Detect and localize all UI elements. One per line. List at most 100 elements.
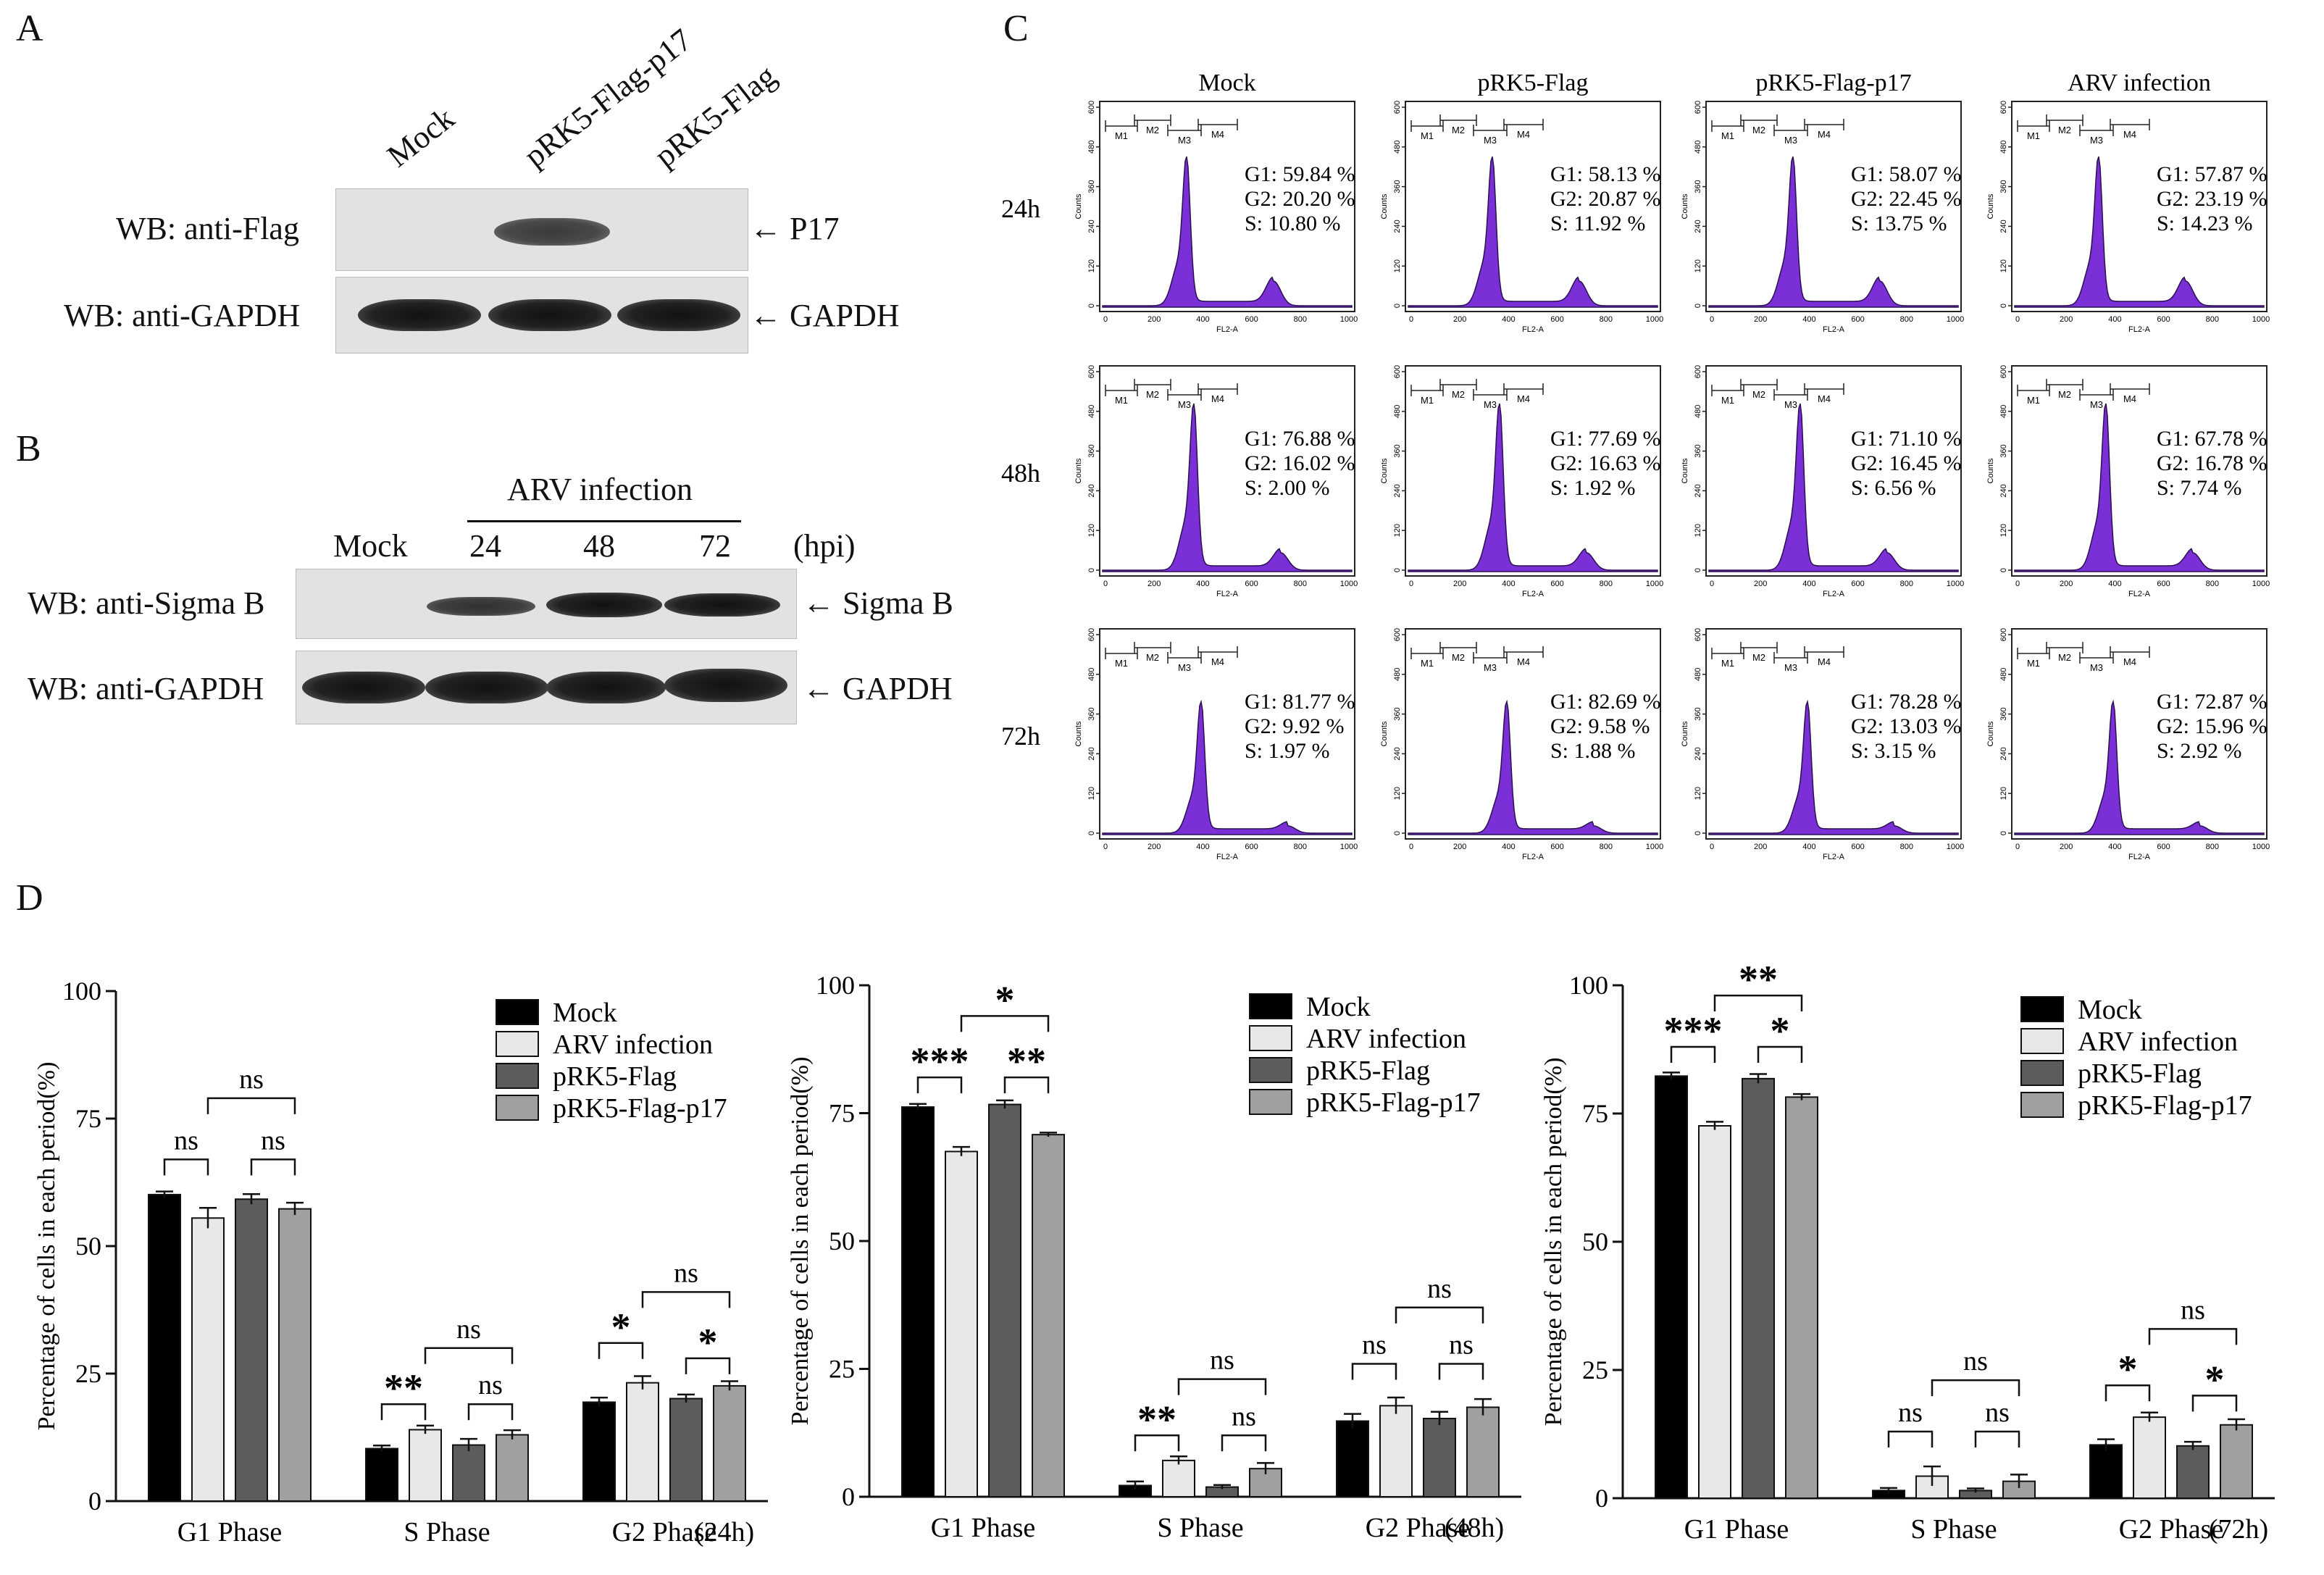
flow-histogram: 0 120 240 360 480 600 Counts 0 200 400 600 800 1000 F… — [1074, 101, 1358, 334]
histogram-y-tick-label: 600 — [1087, 628, 1096, 641]
wb-label-anti-sigma-b: WB: anti-Sigma B — [28, 585, 265, 621]
gate-marker — [1711, 120, 1744, 132]
y-tick-label: 75 — [1582, 1099, 1608, 1128]
significance-label: ns — [478, 1370, 503, 1400]
histogram-x-tick-label: 600 — [1245, 315, 1258, 324]
histogram-y-tick-label: 0 — [1393, 304, 1402, 308]
significance-label: *** — [1664, 1009, 1723, 1053]
histogram-y-tick-label: 600 — [1999, 365, 2008, 378]
gate-label: M4 — [2123, 656, 2136, 667]
histogram-x-tick-label: 600 — [2157, 315, 2170, 324]
error-bar — [286, 1201, 304, 1216]
gate-marker — [1197, 646, 1238, 658]
significance-bracket — [467, 1403, 514, 1421]
histogram-trace — [1102, 156, 1353, 308]
significance-label: ns — [674, 1258, 698, 1288]
histogram-stat: G2: 22.45 % — [1851, 187, 1962, 211]
significance-label: * — [698, 1321, 718, 1364]
significance-bracket — [1887, 1430, 1934, 1447]
gate-label: M3 — [1178, 399, 1191, 410]
histogram-y-tick-label: 0 — [1393, 568, 1402, 572]
gate-marker — [1473, 652, 1508, 664]
histogram-stat: G1: 81.77 % — [1245, 690, 1355, 714]
histogram-y-tick-label: 480 — [1694, 668, 1702, 681]
gate-marker — [1503, 383, 1544, 395]
histogram-x-tick-label: 1000 — [1340, 580, 1358, 588]
bar — [988, 1103, 1021, 1498]
gate-marker — [2046, 114, 2083, 126]
flow-histogram: 0 120 240 360 480 600 Counts 0 200 400 600 800 1000 F… — [1074, 365, 1358, 598]
error-bar — [1170, 1455, 1187, 1465]
histogram-stat: G2: 9.58 % — [1550, 714, 1650, 738]
significance-bracket — [1003, 1076, 1050, 1094]
histogram-x-tick-label: 800 — [2206, 315, 2219, 324]
histogram-stat: S: 1.88 % — [1550, 739, 1636, 763]
histogram-frame — [2011, 101, 2267, 312]
gate-label: M2 — [1752, 125, 1765, 135]
histogram-stat: S: 1.97 % — [1245, 739, 1330, 763]
y-tick-label: 25 — [1582, 1355, 1608, 1384]
significance-label: ns — [1232, 1401, 1256, 1432]
histogram-y-label: Counts — [1380, 193, 1389, 219]
y-tick-label: 50 — [1582, 1227, 1608, 1256]
y-tick-label: 75 — [75, 1104, 101, 1133]
arrow-gapdh-b: ← GAPDH — [803, 671, 953, 706]
legend-label: ARV infection — [2078, 1027, 2238, 1057]
histogram-y-tick-label: 480 — [1694, 405, 1702, 418]
histogram-trace — [1408, 403, 1658, 572]
histogram-y-tick-label: 480 — [1393, 141, 1402, 154]
histogram-stat: G1: 58.07 % — [1851, 162, 1962, 186]
histogram-x-tick-label: 400 — [1502, 843, 1515, 851]
bar — [1742, 1077, 1775, 1499]
gate-marker — [2079, 389, 2114, 401]
bar — [365, 1447, 398, 1502]
bar — [148, 1193, 181, 1502]
flow-column-title: pRK5-Flag — [1478, 70, 1589, 96]
gate-marker — [1773, 389, 1808, 401]
histogram-x-tick-label: 800 — [1900, 315, 1913, 324]
bar — [1785, 1096, 1818, 1499]
histogram-frame — [1705, 628, 1962, 840]
legend-label: Mock — [1306, 992, 1371, 1022]
error-bar — [1967, 1487, 1984, 1493]
significance-bracket — [1177, 1378, 1267, 1395]
flow-column-title: Mock — [1198, 70, 1255, 96]
histogram-y-tick-label: 240 — [1393, 747, 1402, 760]
histogram-x-tick-label: 200 — [1754, 315, 1767, 324]
error-bar — [1750, 1073, 1767, 1084]
histogram-stat: S: 2.92 % — [2157, 739, 2242, 763]
x-category-label: G1 Phase — [177, 1517, 283, 1547]
histogram-y-tick-label: 360 — [1694, 444, 1702, 457]
gate-marker — [2017, 648, 2050, 659]
gate-label: M3 — [2090, 135, 2103, 146]
bar — [409, 1429, 442, 1502]
arrow-gapdh-a-label: GAPDH — [790, 298, 900, 333]
bar-chart-2: 0 25 50 75 100 Percentage of cells in each pe… — [787, 971, 1521, 1543]
flow-cytometry-grid: Mock pRK5-Flag pRK5-Flag-p17 ARV infection 2… — [1001, 70, 2270, 861]
histogram-x-tick-label: 800 — [2206, 843, 2219, 851]
histogram-y-tick-label: 360 — [1393, 444, 1402, 457]
histogram-y-label: Counts — [1074, 458, 1083, 483]
panel-a-letter: A — [16, 8, 43, 49]
histogram-y-tick-label: 360 — [1393, 180, 1402, 193]
legend-swatch — [2020, 1028, 2064, 1054]
significance-bracket — [1931, 1379, 2020, 1397]
histogram-x-tick-label: 400 — [1196, 843, 1209, 851]
significance-label: ns — [1985, 1398, 2010, 1428]
gate-label: M1 — [2027, 395, 2040, 406]
flow-histogram: 0 120 240 360 480 600 Counts 0 200 400 600 800 1000 F… — [1380, 628, 1663, 861]
histogram-y-tick-label: 600 — [1087, 365, 1096, 378]
x-category-label: S Phase — [404, 1517, 490, 1547]
x-category-label: G2 Phase — [2119, 1514, 2224, 1545]
histogram-frame — [1705, 365, 1962, 577]
error-bar — [590, 1396, 608, 1407]
gate-marker — [1740, 379, 1778, 390]
histogram-y-tick-label: 480 — [1087, 141, 1096, 154]
histogram-frame — [2011, 628, 2267, 840]
significance-bracket — [1134, 1434, 1180, 1452]
gate-marker — [1134, 114, 1171, 126]
gate-label: M2 — [1146, 652, 1159, 663]
histogram-frame — [1705, 101, 1962, 312]
histogram-y-label: Counts — [1681, 458, 1689, 483]
bar — [496, 1434, 529, 1502]
